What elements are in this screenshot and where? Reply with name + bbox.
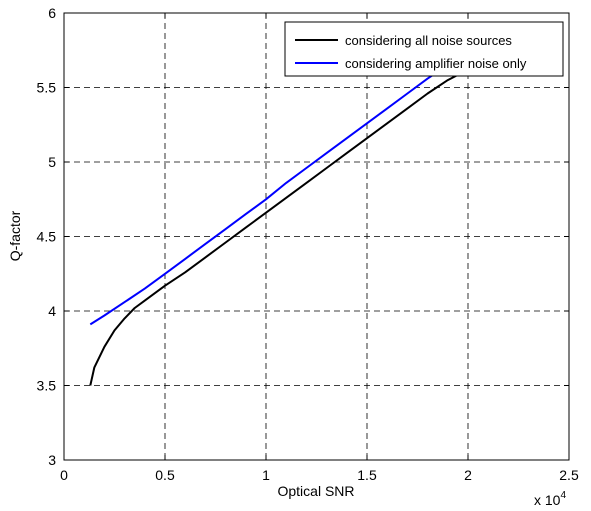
grid-lines [64,13,569,460]
x-tick-label: 2.5 [559,467,579,483]
series-line-amplifier-noise [89,56,461,326]
x-axis-exponent: x 104 [534,490,566,508]
series-line-all-noise [89,68,469,386]
y-tick-label: 5.5 [37,80,57,96]
tick-marks [63,12,570,461]
y-tick-label: 4.5 [37,229,57,245]
legend-box [284,21,564,77]
x-tick-label: 1.5 [357,467,377,483]
y-axis-label: Q-factor [7,210,23,261]
y-tick-label: 3.5 [37,378,57,394]
y-tick-label: 3 [48,452,56,468]
tick-labels: 0 0.5 1 1.5 2 2.5 3 3.5 4 4.5 5 5.5 6 [37,5,579,483]
y-tick-label: 5 [48,154,56,170]
legend: considering all noise sources considerin… [284,21,564,77]
x-axis-label: Optical SNR [277,483,354,499]
x-axis-exponent-base: x 10 [534,492,561,508]
x-tick-label: 1 [262,467,270,483]
y-tick-label: 4 [48,303,56,319]
y-tick-label: 6 [48,5,56,21]
series-layer [89,56,469,386]
legend-entry-1: considering all noise sources [345,33,512,48]
x-tick-label: 0.5 [155,467,175,483]
x-tick-label: 0 [60,467,68,483]
x-tick-label: 2 [464,467,472,483]
x-axis-exponent-power: 4 [560,490,566,501]
legend-entry-2: considering amplifier noise only [345,56,527,71]
